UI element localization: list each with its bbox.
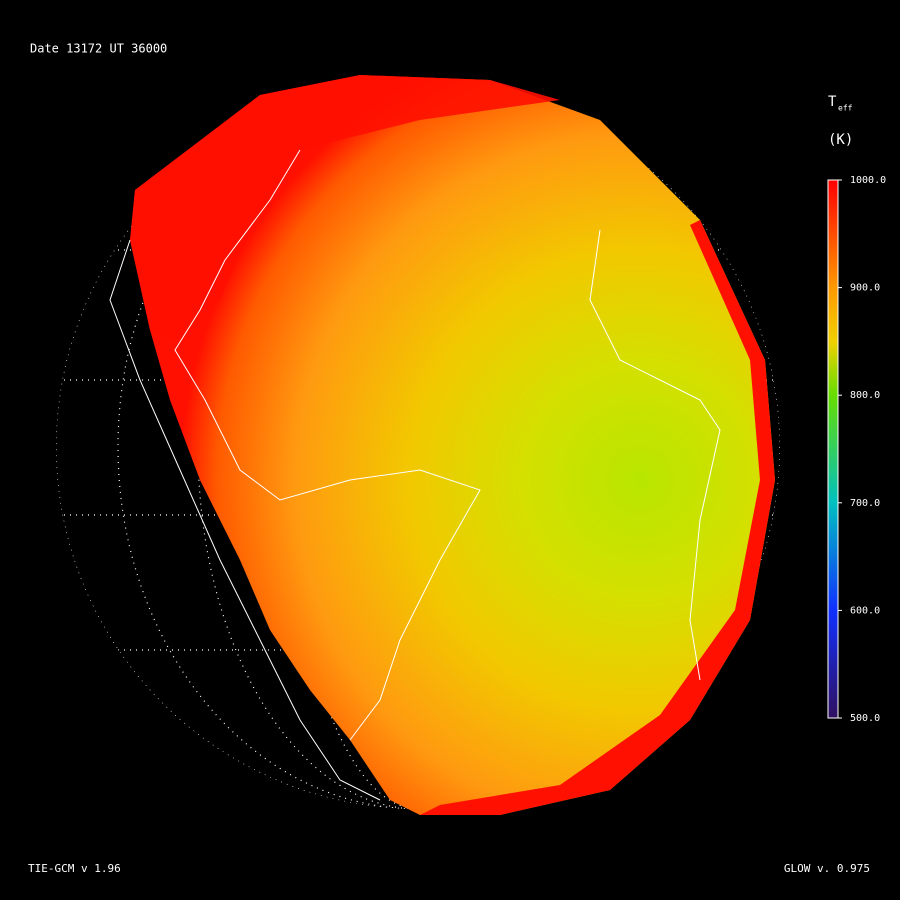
globe <box>56 75 780 815</box>
colorbar-subscript: eff <box>838 104 853 113</box>
colorbar-tick-label: 900.0 <box>850 283 880 294</box>
colorbar-unit: (K) <box>828 132 853 148</box>
glow-label: GLOW v. 0.975 <box>784 862 870 875</box>
colorbar-tick-label: 600.0 <box>850 605 880 616</box>
model-label: TIE-GCM v 1.96 <box>28 862 121 875</box>
coastline <box>174 149 481 741</box>
colorbar-tick-label: 1000.0 <box>850 175 886 186</box>
hot-region <box>130 75 560 340</box>
coastline <box>109 239 381 801</box>
colorbar-tick-label: 500.0 <box>850 713 880 724</box>
date-label: Date 13172 UT 36000 <box>30 42 167 56</box>
temperature-field <box>130 75 775 815</box>
colorbar-tick-label: 700.0 <box>850 498 880 509</box>
colorbar-tick-label: 800.0 <box>850 390 880 401</box>
colorbar-title: T <box>828 94 837 110</box>
coastline <box>589 229 721 681</box>
colorbar <box>827 179 839 719</box>
